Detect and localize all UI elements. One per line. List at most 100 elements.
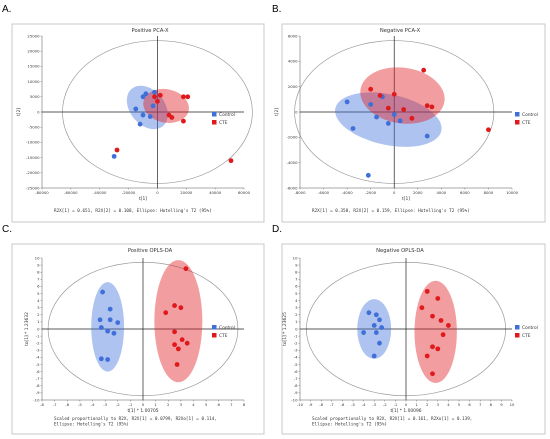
caption: R2X[1] = 0.651, R2X[2] = 0.108, Ellipse:… — [54, 208, 212, 214]
point-control — [366, 310, 372, 316]
point-cte — [155, 98, 160, 104]
y-axis-label: to[1] * 1.23625 — [282, 312, 288, 346]
point-cte — [152, 94, 157, 100]
point-cte — [163, 310, 169, 316]
y-tick-label: 2 — [295, 312, 298, 317]
point-control — [361, 330, 366, 335]
point-cte — [419, 305, 425, 311]
y-tick-label: -3 — [36, 348, 40, 353]
point-cte — [430, 344, 435, 350]
point-control — [98, 356, 104, 362]
x-tick-label: -40000 — [93, 190, 107, 195]
point-control — [150, 103, 156, 109]
point-control — [368, 102, 374, 107]
x-axis-label: t[1] * 1.00096 — [390, 408, 421, 414]
point-cte — [424, 103, 430, 109]
point-control — [365, 172, 371, 178]
chart-title: Negative OPLS-DA — [376, 248, 424, 254]
x-axis-label: t[1] — [139, 196, 147, 202]
point-cte — [175, 346, 181, 352]
point-cte — [435, 346, 441, 352]
point-cte — [429, 104, 435, 110]
y-tick-label: 4 — [295, 298, 298, 303]
point-control — [344, 99, 350, 105]
y-tick-label: 10 — [293, 255, 298, 260]
x-tick-label: -6 — [341, 402, 345, 407]
y-tick-label: 0 — [295, 326, 298, 331]
point-cte — [385, 105, 391, 111]
x-tick-label: -1 — [394, 402, 398, 407]
caption-line: Ellipse: Hotelling's T2 (95%) — [312, 421, 387, 427]
x-tick-label: 6 — [468, 402, 471, 407]
panel-d-negative-opls-da: D.Negative OPLS-DA-10 -9 -8 -7 -6 -5 -4 -3 -2 -1 0… — [272, 224, 546, 435]
y-tick-label: -8 — [36, 383, 40, 388]
x-tick-label: 20000 — [180, 190, 193, 195]
y-tick-label: -10 — [291, 397, 298, 402]
point-control — [371, 323, 377, 328]
y-tick-label: -25000 — [26, 185, 40, 190]
x-tick-label: 3 — [437, 402, 440, 407]
caption-line: Ellipse: Hotelling's T2 (95%) — [54, 421, 129, 427]
legend-label-control: Control — [219, 112, 235, 118]
y-axis-label: t[2] — [16, 108, 22, 116]
legend-swatch-control — [212, 325, 217, 330]
point-control — [98, 325, 104, 330]
point-control — [371, 353, 377, 359]
x-tick-label: -2000 — [365, 190, 377, 195]
y-tick-label: 0 — [37, 326, 40, 331]
caption-line: Scaled proportionally to R2X, R2X[1] = 0… — [54, 416, 217, 422]
point-cte — [430, 313, 435, 319]
point-cte — [424, 288, 430, 294]
y-tick-label: 9 — [295, 262, 298, 267]
group-ellipse-control — [126, 85, 168, 130]
x-tick-label: 10 — [510, 402, 515, 407]
x-tick-label: 1 — [154, 402, 157, 407]
x-tick-label: 8000 — [484, 190, 494, 195]
y-tick-label: -15000 — [26, 155, 40, 160]
point-control — [152, 89, 157, 95]
point-cte — [172, 329, 177, 335]
y-tick-label: -6 — [294, 369, 298, 374]
point-cte — [178, 305, 184, 311]
point-cte — [424, 353, 430, 359]
point-cte — [430, 371, 435, 377]
y-tick-label: 9 — [37, 262, 40, 267]
y-tick-label: -10 — [33, 397, 40, 402]
y-tick-label: -5 — [36, 362, 40, 367]
y-tick-label: 2 — [37, 312, 40, 317]
y-tick-label: -7 — [36, 376, 40, 381]
y-tick-label: 5 — [37, 291, 40, 296]
point-control — [105, 328, 111, 334]
x-tick-label: -5 — [78, 402, 82, 407]
y-tick-label: -4 — [294, 355, 298, 360]
y-tick-label: -5000 — [28, 125, 40, 130]
x-tick-label: -6000 — [318, 190, 330, 195]
group-ellipse-control — [335, 92, 442, 147]
x-tick-label: 8 — [243, 402, 246, 407]
y-tick-label: 4 — [37, 298, 40, 303]
x-tick-label: -9 — [309, 402, 313, 407]
legend-swatch-control — [212, 112, 217, 117]
y-tick-label: 10 — [35, 255, 40, 260]
x-tick-label: -4000 — [342, 190, 354, 195]
point-control — [140, 94, 146, 100]
x-tick-label: -20000 — [122, 190, 136, 195]
y-tick-label: -6 — [36, 369, 40, 374]
y-tick-label: 4000 — [288, 59, 298, 64]
legend-label-cte: CTE — [522, 333, 531, 339]
point-cte — [401, 107, 407, 112]
x-tick-label: -8000 — [294, 190, 306, 195]
legend-label-control: Control — [522, 325, 538, 331]
x-tick-label: 0 — [393, 190, 396, 195]
x-tick-label: 10000 — [506, 190, 519, 195]
x-tick-label: -2 — [116, 402, 120, 407]
legend-swatch-cte — [212, 120, 217, 125]
point-cte — [440, 332, 446, 338]
point-cte — [377, 93, 383, 98]
panel-b-negative-pca-x: B.Negative PCA-X-8000 -6000 -4000 -2000 0 200… — [272, 4, 546, 223]
y-tick-label: 20000 — [27, 49, 40, 54]
point-control — [107, 317, 113, 323]
point-cte — [409, 115, 415, 121]
x-tick-label: -8 — [40, 402, 44, 407]
y-tick-label: 2000 — [288, 84, 298, 89]
